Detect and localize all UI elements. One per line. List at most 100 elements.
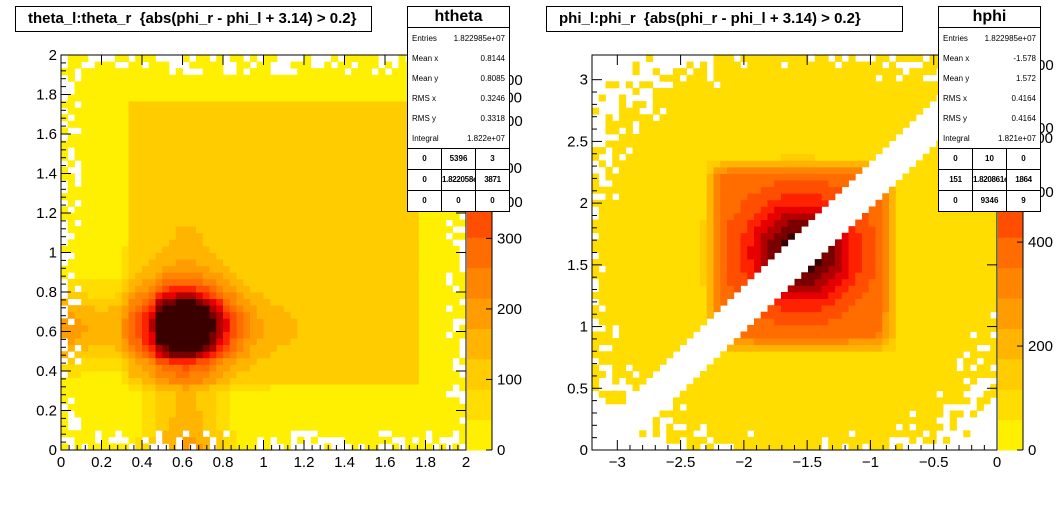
heatmap-cell [344,101,352,109]
heatmap-cell [767,213,775,220]
heatmap-cell [337,397,345,405]
heatmap-cell [128,410,136,418]
heatmap-cell [774,318,782,326]
heatmap-cell [598,298,606,306]
heatmap-cell [378,384,386,392]
heatmap-cell [196,338,204,346]
heatmap-cell [196,226,204,234]
heatmap-cell [598,206,606,214]
heatmap-cell [646,285,654,293]
heatmap-cell [425,384,433,392]
heatmap-cell [733,390,741,398]
heatmap-cell [787,298,795,306]
heatmap-cell [88,245,96,253]
heatmap-cell [209,430,217,438]
heatmap-cell [787,305,795,313]
stats-row-entries: Entries 1.822985e+07 [412,33,505,43]
heatmap-cell [385,272,393,280]
heatmap-cell [243,410,251,418]
heatmap-cell [324,384,332,392]
heatmap-cell [128,331,136,339]
heatmap-cell [673,120,681,128]
heatmap-cell [81,371,89,378]
heatmap-cell [371,245,379,253]
heatmap-cell [632,318,640,326]
heatmap-cell [794,364,802,372]
heatmap-cell [263,298,271,306]
heatmap-cell [142,199,150,207]
heatmap-cell [263,219,271,227]
heatmap-cell [263,390,271,398]
heatmap-cell [270,87,278,95]
heatmap-cell [652,232,660,240]
heatmap-cell [754,377,762,385]
heatmap-cell [364,292,372,299]
heatmap-cell [733,384,741,392]
heatmap-cell [391,153,399,161]
heatmap-cell [88,219,96,227]
heatmap-cell [391,193,399,201]
heatmap-cell [378,68,386,76]
heatmap-cell [283,101,291,109]
heatmap-cell [358,127,366,135]
heatmap-cell [270,213,278,220]
heatmap-cell [747,153,755,161]
heatmap-cell [673,160,681,168]
heatmap-cell [81,364,89,372]
heatmap-cell [693,87,701,95]
heatmap-cell [61,147,69,155]
heatmap-cell [202,265,210,273]
heatmap-cell [439,364,447,372]
heatmap-cell [686,265,694,273]
heatmap-cell [693,127,701,135]
heatmap-cell [94,417,102,425]
heatmap-cell [162,397,170,405]
heatmap-cell [445,298,453,306]
heatmap-cell [94,357,102,365]
heatmap-cell [412,278,420,286]
heatmap-cell [720,397,728,405]
heatmap-cell [598,338,606,346]
heatmap-cell [88,101,96,109]
heatmap-cell [385,213,393,220]
heatmap-cell [175,193,183,201]
heatmap-cell [304,147,312,155]
heatmap-cell [169,107,177,115]
heatmap-cell [101,232,109,240]
heatmap-cell [324,245,332,253]
heatmap-cell [720,127,728,135]
heatmap-cell [297,94,305,102]
heatmap-cell [121,259,129,267]
heatmap-cell [121,232,129,240]
heatmap-cell [378,292,386,299]
heatmap-cell [115,134,123,141]
heatmap-cell [297,403,305,411]
heatmap-cell [418,364,426,372]
heatmap-cell [101,94,109,102]
heatmap-cell [727,87,735,95]
heatmap-cell [405,344,413,352]
heatmap-cell [706,180,714,188]
heatmap-cell [385,206,393,214]
heatmap-cell [182,114,190,122]
heatmap-cell [673,87,681,95]
heatmap-cell [351,259,359,267]
heatmap-cell [229,371,237,378]
heatmap-cell [88,140,96,148]
heatmap-cell [236,351,244,359]
heatmap-cell [196,107,204,115]
heatmap-cell [592,272,600,280]
heatmap-cell [337,351,345,359]
heatmap-cell [794,417,802,425]
heatmap-cell [425,232,433,240]
heatmap-cell [693,417,701,425]
heatmap-cell [250,311,258,319]
heatmap-cell [236,331,244,339]
heatmap-cell [445,403,453,411]
heatmap-cell [344,186,352,194]
heatmap-cell [250,87,258,95]
heatmap-cell [344,173,352,181]
heatmap-cell [452,311,460,319]
heatmap-cell [385,344,393,352]
heatmap-cell [371,107,379,115]
